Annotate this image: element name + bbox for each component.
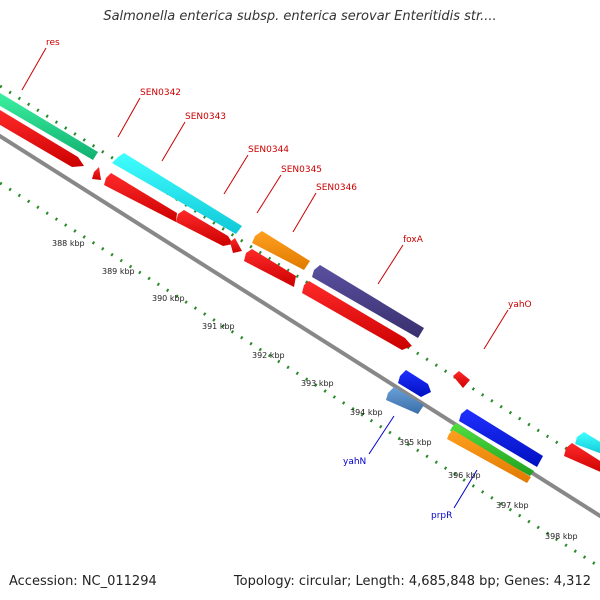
gene-yahN-bar[interactable] [386,387,424,414]
kbp-label: 396 kbp [448,471,481,480]
kbp-label: 397 kbp [496,501,529,510]
gene-SEN0343-strand-arrow[interactable] [104,173,177,222]
gene-yahO-arrow[interactable] [453,371,470,388]
accession-text: Accession: NC_011294 [9,574,157,589]
gene-SEN0345-strand-arrow[interactable] [244,249,296,287]
gene-prpR-orange-bar[interactable] [447,430,531,483]
kbp-label: 395 kbp [399,438,432,447]
forward-strand-features [0,110,600,474]
gene-labels: res SEN0342 SEN0343 SEN0344 SEN0345 SEN0… [46,38,532,521]
gene-blue-small-arrow[interactable] [398,370,431,397]
gene-label-SEN0343[interactable]: SEN0343 [185,112,226,122]
outer-tick-track [0,84,600,472]
gene-res-strand-arrow[interactable] [0,110,84,167]
gene-foxA-strand-arrow[interactable] [302,281,412,350]
gene-label-SEN0344[interactable]: SEN0344 [248,145,289,155]
gene-label-foxA[interactable]: foxA [403,235,424,245]
gene-label-prpR[interactable]: prpR [431,511,452,521]
gene-partial-red-arrow[interactable] [564,443,600,474]
gene-label-SEN0346[interactable]: SEN0346 [316,183,357,193]
gene-SEN0344-arrow[interactable] [176,210,233,246]
genome-stats-text: Topology: circular; Length: 4,685,848 bp… [233,574,591,589]
gene-label-yahN[interactable]: yahN [343,457,366,467]
gene-prpR-green-bar[interactable] [450,423,534,476]
kbp-label: 391 kbp [202,322,235,331]
gene-SEN0345-bar[interactable] [252,231,310,270]
gene-SEN0343-bar[interactable] [112,153,242,234]
gene-SEN0344b-arrow[interactable] [230,238,242,253]
outer-track-features [0,93,600,455]
gene-label-res[interactable]: res [46,38,60,48]
gene-res-bar[interactable] [0,93,98,160]
kbp-label: 398 kbp [545,532,578,541]
gene-foxA-bar[interactable] [312,265,424,338]
kbp-label: 393 kbp [301,379,334,388]
kbp-label: 389 kbp [102,267,135,276]
gene-label-SEN0345[interactable]: SEN0345 [281,165,322,175]
gene-label-SEN0342[interactable]: SEN0342 [140,88,181,98]
map-title: Salmonella enterica subsp. enterica sero… [103,9,497,24]
kbp-label: 390 kbp [152,294,185,303]
kbp-label: 394 kbp [350,408,383,417]
gene-SEN0342-arrow[interactable] [92,167,101,180]
gene-prpR-blue-arrow[interactable] [459,409,543,467]
gene-label-yahO[interactable]: yahO [508,300,532,310]
gene-partial-cyan-bar[interactable] [575,432,600,455]
kbp-label: 388 kbp [52,239,85,248]
reverse-strand-features [386,370,543,483]
kbp-label: 392 kbp [252,351,285,360]
label-leaders [21,47,509,509]
kbp-scale-labels: 388 kbp 389 kbp 390 kbp 391 kbp 392 kbp … [52,239,578,541]
